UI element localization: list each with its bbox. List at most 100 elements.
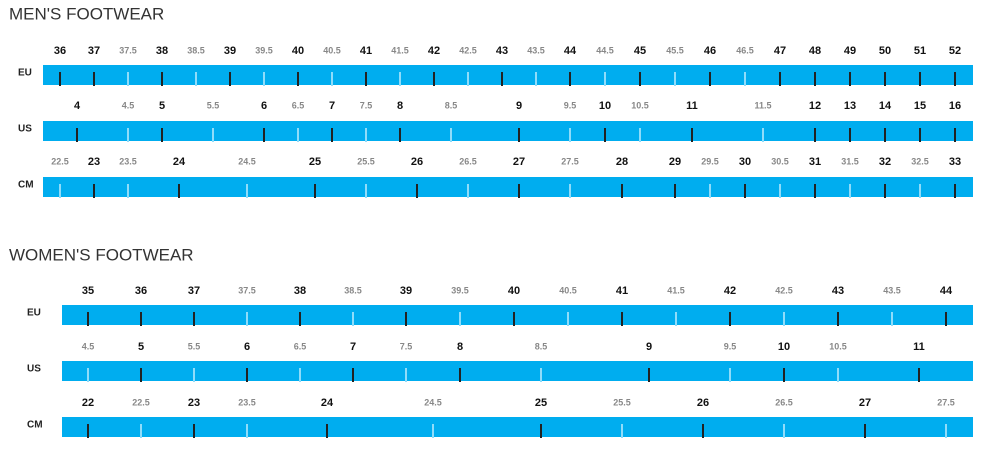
size-label: 13	[844, 100, 856, 112]
size-label: 37	[188, 285, 200, 297]
size-bar	[62, 305, 973, 325]
size-label: 10	[599, 100, 611, 112]
size-label: 48	[809, 45, 821, 57]
size-label: 22.5	[132, 397, 150, 407]
size-label: 36	[54, 45, 66, 57]
size-label: 38	[294, 285, 306, 297]
size-label: 24.5	[238, 156, 256, 166]
size-label: 5	[138, 341, 144, 353]
size-label: 6.5	[294, 341, 307, 351]
row-label: EU	[27, 308, 41, 319]
size-label: 9	[646, 341, 652, 353]
size-label: 39	[400, 285, 412, 297]
size-label: 25	[309, 156, 321, 168]
size-label: 37.5	[119, 45, 137, 55]
section-title: MEN'S FOOTWEAR	[9, 4, 164, 23]
size-label: 6	[244, 341, 250, 353]
size-label: 46.5	[736, 45, 754, 55]
size-label: 4.5	[122, 100, 135, 110]
size-bar	[62, 417, 973, 437]
size-label: 44	[940, 285, 953, 297]
size-label: 9.5	[724, 341, 737, 351]
size-label: 23.5	[238, 397, 256, 407]
size-label: 7.5	[400, 341, 413, 351]
size-label: 32	[879, 156, 891, 168]
size-label: 41.5	[667, 285, 685, 295]
size-label: 11.5	[754, 100, 771, 110]
size-label: 30.5	[771, 156, 789, 166]
size-label: 37.5	[238, 285, 256, 295]
size-label: 10.5	[829, 341, 847, 351]
size-label: 25.5	[357, 156, 375, 166]
size-label: 6	[261, 100, 267, 112]
size-label: 46	[704, 45, 716, 57]
size-label: 38.5	[187, 45, 205, 55]
size-label: 24	[321, 397, 334, 409]
size-bar	[43, 65, 973, 85]
size-label: 14	[879, 100, 892, 112]
size-label: 29.5	[701, 156, 719, 166]
size-label: 9.5	[564, 100, 577, 110]
size-label: 45.5	[666, 45, 684, 55]
size-label: 31	[809, 156, 821, 168]
size-label: 28	[616, 156, 628, 168]
size-label: 40	[508, 285, 520, 297]
size-label: 16	[949, 100, 961, 112]
size-label: 52	[949, 45, 961, 57]
size-label: 26.5	[775, 397, 793, 407]
size-label: 38	[156, 45, 168, 57]
size-label: 8	[397, 100, 403, 112]
size-label: 10	[778, 341, 790, 353]
size-label: 44.5	[596, 45, 614, 55]
size-label: 27	[859, 397, 871, 409]
row-label: CM	[27, 420, 43, 431]
size-label: 39	[224, 45, 236, 57]
size-label: 41	[360, 45, 372, 57]
size-label: 24.5	[424, 397, 442, 407]
size-label: 43.5	[883, 285, 901, 295]
size-label: 37	[88, 45, 100, 57]
size-label: 25.5	[613, 397, 631, 407]
size-bar	[43, 177, 973, 197]
size-bar	[62, 361, 973, 381]
size-label: 26	[411, 156, 423, 168]
size-label: 4.5	[82, 341, 95, 351]
size-label: 42.5	[775, 285, 793, 295]
size-label: 39.5	[255, 45, 273, 55]
size-label: 38.5	[344, 285, 362, 295]
row-label: EU	[18, 68, 32, 79]
size-label: 10.5	[631, 100, 649, 110]
size-label: 41	[616, 285, 628, 297]
size-label: 22	[82, 397, 94, 409]
size-label: 42	[428, 45, 440, 57]
size-label: 7	[329, 100, 335, 112]
row-label: US	[18, 124, 32, 135]
size-label: 50	[879, 45, 891, 57]
size-label: 43.5	[527, 45, 545, 55]
size-label: 33	[949, 156, 961, 168]
size-label: 11	[913, 341, 925, 353]
size-label: 7	[350, 341, 356, 353]
size-label: 9	[516, 100, 522, 112]
size-label: 42.5	[459, 45, 477, 55]
size-label: 41.5	[391, 45, 409, 55]
row-label: CM	[18, 180, 34, 191]
size-label: 49	[844, 45, 856, 57]
size-label: 31.5	[841, 156, 859, 166]
size-label: 7.5	[360, 100, 373, 110]
size-label: 35	[82, 285, 94, 297]
size-label: 22.5	[51, 156, 69, 166]
size-label: 27.5	[937, 397, 955, 407]
size-label: 26	[697, 397, 709, 409]
size-label: 32.5	[911, 156, 929, 166]
size-label: 51	[914, 45, 926, 57]
size-label: 40.5	[323, 45, 341, 55]
size-label: 11	[686, 100, 698, 112]
size-label: 44	[564, 45, 577, 57]
size-label: 4	[74, 100, 81, 112]
size-label: 43	[832, 285, 844, 297]
size-bar	[43, 121, 973, 141]
size-label: 23	[188, 397, 200, 409]
size-label: 24	[173, 156, 186, 168]
